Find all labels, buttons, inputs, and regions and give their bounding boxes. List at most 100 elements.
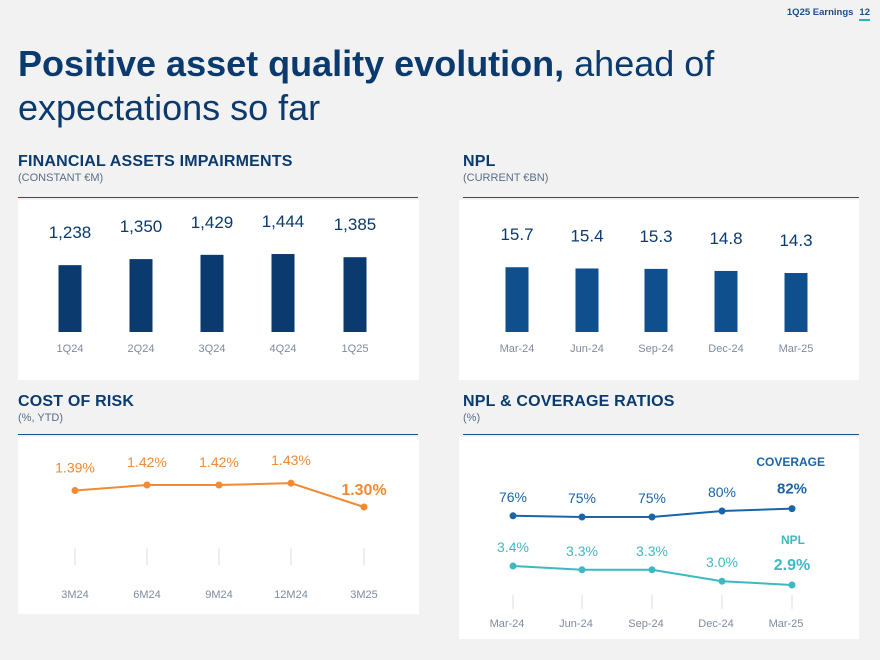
cost-of-risk-value-label: 1.39%	[55, 460, 95, 476]
impairments-chart: 1,238 1Q24 1,350 2Q24 1,429 3Q24 1,444 4Q24 1,38…	[49, 212, 377, 355]
impairments-bar	[58, 265, 82, 332]
coverage-legend-label: COVERAGE	[756, 455, 825, 469]
npl-category-label: Sep-24	[638, 343, 673, 355]
cost-of-risk-section: COST OF RISK (%, YTD)	[18, 393, 418, 435]
coverage-value-label: 75%	[638, 490, 666, 506]
impairments-divider	[18, 197, 418, 198]
npl-ratio-value-label: 2.9%	[774, 557, 810, 574]
impairments-section: FINANCIAL ASSETS IMPAIRMENTS (CONSTANT €…	[18, 153, 418, 198]
impairments-bar	[129, 259, 153, 332]
npl-bar	[714, 270, 738, 332]
npl-value-label: 14.3	[779, 231, 812, 250]
npl-bar	[575, 268, 599, 332]
npl-category-label: Mar-25	[779, 343, 814, 355]
report-label: 1Q25 Earnings	[786, 7, 854, 18]
ratios-category-label: Sep-24	[628, 618, 663, 630]
npl-category-label: Mar-24	[500, 343, 535, 355]
coverage-point	[718, 507, 726, 515]
impairments-category-label: 1Q24	[57, 343, 84, 355]
header-bar: 1Q25 Earnings 12	[787, 7, 870, 21]
npl-ratio-point	[718, 577, 726, 585]
cost-of-risk-chart: 1.39% 3M24 1.42% 6M24 1.42% 9M24 1.43% 12M24 1.3…	[55, 452, 387, 601]
coverage-point	[509, 512, 517, 520]
npl-ratio-point	[578, 566, 586, 574]
impairments-value-label: 1,350	[120, 217, 163, 236]
npl-divider	[463, 197, 859, 198]
npl-value-label: 15.3	[639, 227, 672, 246]
cost-of-risk-point	[143, 481, 151, 489]
page-title-regular: ahead of expectations so far	[18, 43, 715, 128]
npl-chart: 15.7 Mar-24 15.4 Jun-24 15.3 Sep-24 14.8 Dec-24…	[500, 225, 814, 355]
ratios-category-label: Jun-24	[559, 618, 593, 630]
coverage-value-label: 76%	[499, 489, 527, 505]
impairments-bar	[271, 254, 295, 332]
npl-ratio-value-label: 3.3%	[566, 543, 598, 559]
cost-of-risk-category-label: 9M24	[205, 589, 233, 601]
npl-ratio-value-label: 3.0%	[706, 554, 738, 570]
cost-of-risk-category-label: 12M24	[274, 589, 308, 601]
cost-of-risk-panel: 1.39% 3M24 1.42% 6M24 1.42% 9M24 1.43% 12M24 1.3…	[18, 437, 419, 614]
npl-category-label: Dec-24	[708, 343, 743, 355]
impairments-value-label: 1,385	[334, 215, 377, 234]
impairments-panel: 1,238 1Q24 1,350 2Q24 1,429 3Q24 1,444 4Q24 1,38…	[18, 200, 419, 380]
impairments-category-label: 1Q25	[342, 343, 369, 355]
coverage-point	[788, 505, 796, 513]
ratios-chart: COVERAGE 76% 75% 75% 80% 82% NPL 3.4% Mar-24 3.3%…	[490, 455, 825, 630]
ratios-subtitle: (%)	[463, 412, 481, 424]
cost-of-risk-point	[360, 503, 368, 511]
cost-of-risk-point	[287, 479, 295, 487]
ratios-category-label: Dec-24	[698, 618, 733, 630]
cost-of-risk-point	[71, 487, 79, 494]
cost-of-risk-value-label: 1.42%	[127, 454, 167, 470]
page-title-bold: Positive asset quality evolution,	[18, 43, 565, 84]
cost-of-risk-category-label: 3M25	[350, 589, 378, 601]
cost-of-risk-point	[215, 481, 223, 489]
cost-of-risk-divider	[18, 434, 418, 435]
cost-of-risk-value-label: 1.42%	[199, 454, 239, 470]
ratios-panel: COVERAGE 76% 75% 75% 80% 82% NPL 3.4% Mar-24 3.3%…	[459, 437, 859, 639]
npl-value-label: 14.8	[709, 229, 742, 248]
impairments-value-label: 1,238	[49, 223, 92, 242]
npl-subtitle: (CURRENT €BN)	[463, 172, 549, 184]
npl-category-label: Jun-24	[570, 343, 604, 355]
npl-value-label: 15.7	[500, 225, 533, 244]
cost-of-risk-title: COST OF RISK	[18, 393, 135, 410]
impairments-category-label: 3Q24	[199, 343, 226, 355]
coverage-point	[578, 513, 586, 521]
impairments-value-label: 1,429	[191, 213, 234, 232]
npl-section: NPL (CURRENT €BN)	[463, 153, 863, 198]
impairments-value-label: 1,444	[262, 212, 305, 231]
ratios-category-label: Mar-24	[490, 618, 525, 630]
impairments-bar	[343, 257, 367, 332]
coverage-value-label: 75%	[568, 490, 596, 506]
npl-legend-label: NPL	[781, 533, 805, 547]
npl-ratio-point	[509, 562, 517, 570]
npl-ratio-value-label: 3.3%	[636, 543, 668, 559]
cost-of-risk-category-label: 3M24	[61, 589, 89, 601]
cost-of-risk-value-label: 1.43%	[271, 452, 311, 468]
npl-value-label: 15.4	[570, 226, 603, 245]
npl-bar	[784, 273, 808, 332]
ratios-title: NPL & COVERAGE RATIOS	[463, 393, 675, 410]
page-title: Positive asset quality evolution, ahead …	[18, 42, 858, 130]
impairments-title: FINANCIAL ASSETS IMPAIRMENTS	[18, 153, 293, 170]
coverage-value-label: 80%	[708, 484, 736, 500]
cost-of-risk-subtitle: (%, YTD)	[18, 412, 64, 424]
npl-bar	[505, 267, 529, 332]
npl-ratio-value-label: 3.4%	[497, 539, 529, 555]
npl-ratio-point	[648, 566, 656, 574]
impairments-category-label: 2Q24	[128, 343, 155, 355]
cost-of-risk-value-label: 1.30%	[341, 482, 386, 499]
impairments-subtitle: (CONSTANT €M)	[18, 172, 104, 184]
page-number: 12	[859, 7, 870, 21]
impairments-bar	[200, 254, 224, 332]
ratios-section: NPL & COVERAGE RATIOS (%)	[463, 393, 863, 435]
cost-of-risk-category-label: 6M24	[133, 589, 161, 601]
npl-panel: 15.7 Mar-24 15.4 Jun-24 15.3 Sep-24 14.8 Dec-24…	[459, 200, 859, 380]
npl-bar	[644, 268, 668, 332]
impairments-category-label: 4Q24	[270, 343, 297, 355]
coverage-point	[648, 513, 656, 521]
coverage-value-label: 82%	[777, 481, 807, 498]
ratios-category-label: Mar-25	[769, 618, 804, 630]
ratios-divider	[463, 434, 859, 435]
